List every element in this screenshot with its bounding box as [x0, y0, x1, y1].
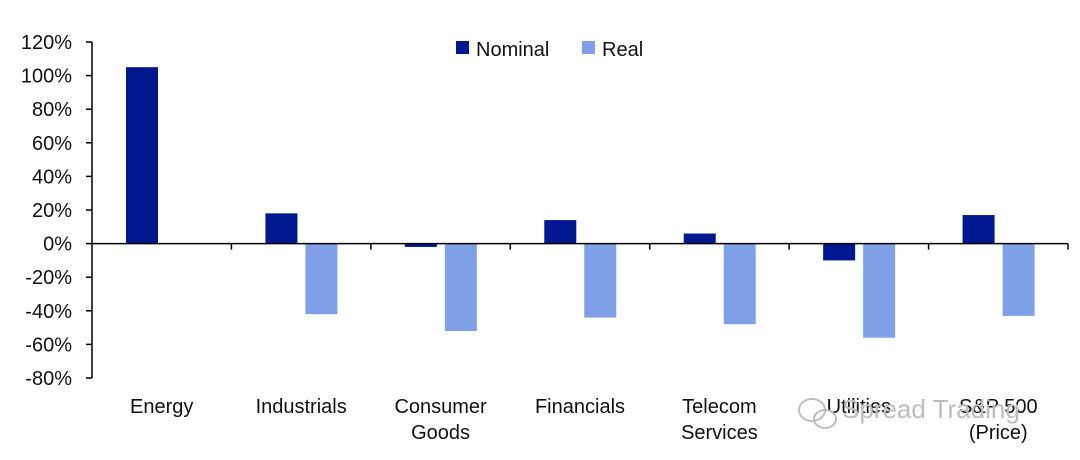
- x-category-label: (Price): [969, 422, 1028, 444]
- legend-label-real: Real: [602, 39, 643, 61]
- y-tick-label: 100%: [21, 66, 72, 88]
- bar-nominal-6: [823, 243, 856, 261]
- watermark: Spread Trading: [798, 394, 1020, 429]
- x-category-label: Goods: [411, 422, 470, 444]
- y-tick-label: 40%: [32, 166, 72, 188]
- bar-nominal-7: [962, 215, 995, 244]
- wechat-icon: [798, 398, 837, 429]
- legend: Nominal Real: [456, 39, 643, 61]
- y-tick-label: -80%: [25, 368, 72, 390]
- bar-real-6: [863, 243, 896, 338]
- x-category-label: Services: [681, 422, 758, 444]
- watermark-text: Spread Trading: [842, 394, 1020, 424]
- x-category-label: S&P 500: [959, 396, 1038, 418]
- y-tick-label: -20%: [25, 267, 72, 289]
- bar-real-3: [444, 243, 477, 331]
- bar-nominal-3: [404, 243, 437, 247]
- x-category-label: Industrials: [256, 396, 347, 418]
- bar-nominal-2: [265, 213, 298, 244]
- y-tick-label: 20%: [32, 200, 72, 222]
- bar-nominal-1: [126, 67, 158, 244]
- x-axis: Energy Industrials Consumer Goods Financials…: [92, 242, 1069, 444]
- bar-nominal-4: [544, 220, 577, 244]
- bar-real-7: [1002, 243, 1035, 316]
- legend-swatch-real: [582, 41, 595, 54]
- bar-real-4: [584, 243, 617, 318]
- bar-nominal-5: [683, 233, 716, 244]
- y-tick-label: 60%: [32, 133, 72, 155]
- legend-swatch-nominal: [456, 41, 469, 54]
- x-category-label: Telecom: [682, 396, 756, 418]
- y-tick-label: -40%: [25, 301, 72, 323]
- y-tick-label: 0%: [43, 234, 72, 256]
- y-axis: 120% 100% 80% 60% 40% 20% 0% -20% -40% -60% -80%: [21, 32, 93, 390]
- x-category-label: Consumer: [394, 396, 487, 418]
- x-category-label: Financials: [535, 396, 625, 418]
- bar-real-2: [305, 243, 338, 315]
- y-tick-label: -60%: [25, 334, 72, 356]
- y-tick-label: 120%: [21, 32, 72, 54]
- x-category-label: Energy: [130, 396, 193, 418]
- y-tick-label: 80%: [32, 99, 72, 121]
- bar-real-5: [723, 243, 756, 325]
- x-category-label: Utilities: [827, 396, 891, 418]
- legend-label-nominal: Nominal: [476, 39, 549, 61]
- bars: [126, 67, 1035, 338]
